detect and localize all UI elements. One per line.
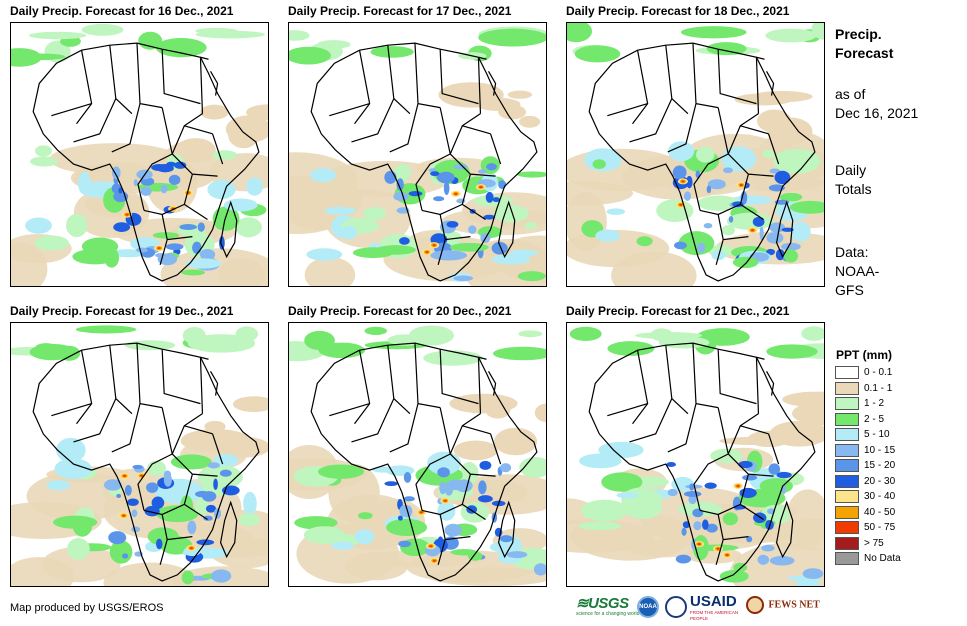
forecast-map-4 [10,322,269,587]
legend-label: 10 - 15 [864,444,896,456]
sidebar-title: Precip. Forecast [835,25,893,63]
legend-label: 40 - 50 [864,506,896,518]
sidebar-asof-line1: as of [835,86,866,102]
legend-swatch [835,443,859,457]
legend-swatch [835,428,859,441]
legend-label: 20 - 30 [864,475,896,487]
legend-swatch [835,536,859,550]
sidebar-totals-line1: Daily [835,162,867,178]
precip-map-svg [289,325,546,586]
usaid-logo-text: USAID [690,593,737,610]
sidebar-asof: as of Dec 16, 2021 [835,85,918,123]
legend-label: 0 - 0.1 [864,367,893,378]
panel-title-3: Daily Precip. Forecast for 18 Dec., 2021 [566,4,790,18]
legend-label: 1 - 2 [864,398,885,409]
usgs-logo: ≋USGS science for a changing world [576,594,660,620]
legend-label: 15 - 20 [864,460,896,471]
precip-map-svg [11,23,268,286]
sidebar-data-source: Data: NOAA- GFS [835,243,879,300]
legend-label: 50 - 75 [864,522,896,533]
panel-title-2: Daily Precip. Forecast for 17 Dec., 2021 [288,4,512,18]
legend-swatch [835,397,859,410]
fewsnet-logo: FEWS NET [746,596,822,622]
legend-label: > 75 [864,537,884,549]
sidebar-title-line1: Precip. [835,26,882,42]
fewsnet-logo-text: FEWS NET [768,599,820,611]
usgs-tagline: science for a changing world [576,611,640,617]
usaid-logo: USAID FROM THE AMERICAN PEOPLE [690,593,746,622]
legend-label: 0.1 - 1 [864,382,893,394]
sidebar-asof-date: Dec 16, 2021 [835,105,919,121]
forecast-map-1 [10,22,269,287]
sidebar-totals: Daily Totals [835,161,872,199]
legend-swatch [835,521,859,534]
forecast-map-3 [566,22,825,287]
legend-swatch [835,490,859,503]
legend-swatch [835,459,859,472]
legend-label: 30 - 40 [864,491,896,502]
noaa-logo: NOAA [637,596,659,618]
legend-swatch [835,412,859,426]
forecast-map-5 [288,322,547,587]
fewsnet-globe-icon [746,596,764,614]
legend-label: 2 - 5 [864,413,885,425]
legend-swatch [835,552,859,565]
forecast-map-6 [566,322,825,587]
panel-title-1: Daily Precip. Forecast for 16 Dec., 2021 [10,4,234,18]
legend-swatch [835,474,859,488]
legend-label: No Data [864,553,901,564]
legend-title: PPT (mm) [836,348,893,362]
precip-map-svg [11,325,268,586]
panel-title-4: Daily Precip. Forecast for 19 Dec., 2021 [10,304,234,318]
precip-map-svg [289,26,546,286]
legend-label: 5 - 10 [864,429,890,440]
usaid-tagline: FROM THE AMERICAN PEOPLE [690,610,739,621]
precip-map-svg [567,23,824,286]
legend-swatch [835,366,859,379]
legend-swatch [835,381,859,395]
precip-map-svg [567,326,824,586]
sidebar-data-line1: Data: [835,244,869,260]
sidebar-data-line2: NOAA- [835,263,880,279]
forecast-map-2 [288,22,547,287]
panel-title-6: Daily Precip. Forecast for 21 Dec., 2021 [566,304,790,318]
sidebar-title-line2: Forecast [835,45,894,61]
usgs-logo-text: ≋USGS [576,595,629,612]
legend-swatch [835,505,859,519]
footer-credit: Map produced by USGS/EROS [10,602,164,614]
sidebar-data-line3: GFS [835,282,864,298]
sidebar-totals-line2: Totals [835,181,872,197]
doi-seal-icon [665,596,687,618]
panel-title-5: Daily Precip. Forecast for 20 Dec., 2021 [288,304,512,318]
